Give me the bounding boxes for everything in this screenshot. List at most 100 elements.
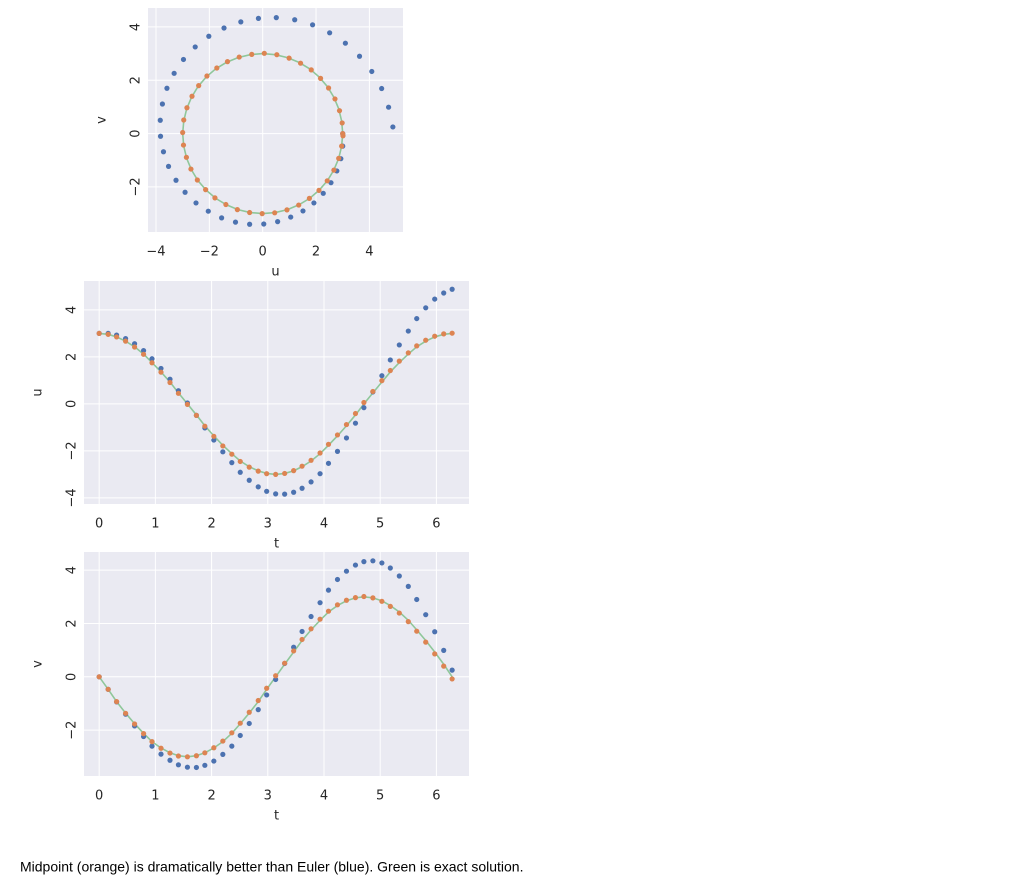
point [423,639,429,645]
point [140,347,147,354]
point [299,485,305,491]
point [180,129,186,136]
y-tick-label: 0 [129,129,144,137]
point [292,17,298,23]
point [334,448,341,454]
point [308,479,314,485]
point [300,208,306,214]
point [432,651,438,657]
x-axis-label: t [274,809,279,824]
point [202,423,208,429]
point [229,730,235,736]
point [282,491,288,497]
point [441,663,447,669]
point [306,195,312,201]
y-axis-label: u [31,388,46,396]
point [255,15,262,21]
point [361,399,367,406]
y-axis-label: v [31,660,46,668]
point [352,595,359,601]
point [193,200,199,206]
point [224,59,231,65]
point [361,559,367,565]
x-tick-label: 3 [264,517,272,532]
point [273,491,279,497]
point [432,333,438,339]
point [160,149,167,155]
point [449,330,455,336]
point [299,628,305,635]
point [158,745,164,751]
point [211,758,217,764]
point [361,405,367,411]
point [441,331,447,337]
point [261,50,267,56]
point [164,85,170,91]
point [299,463,305,469]
point [334,602,341,608]
x-tick-label: −2 [200,245,219,260]
point [264,692,270,698]
point [237,732,243,739]
point [317,75,324,81]
point [340,133,346,139]
point [273,676,279,683]
point [122,710,129,716]
point [264,685,270,691]
point [157,133,164,139]
point [405,619,411,625]
point [284,207,290,213]
point [158,751,164,757]
point [432,296,438,302]
point [247,221,253,227]
point [184,754,191,760]
point [291,468,297,474]
point [308,457,314,463]
point [414,596,420,603]
point [105,686,111,692]
point [184,764,191,770]
point [247,209,253,216]
point [291,644,297,650]
point [387,565,393,571]
point [291,648,297,654]
point [193,764,200,771]
point [441,290,447,296]
point [113,334,120,340]
point [414,628,420,634]
point [214,65,220,71]
point [327,30,333,36]
point [149,743,155,749]
point [273,673,279,679]
point [387,603,393,610]
point [385,104,392,110]
y-tick-label: 4 [65,306,80,314]
point [343,421,350,428]
point [188,166,194,172]
point [311,200,317,206]
x-tick-label: 5 [376,517,384,532]
point [309,22,316,28]
point [334,576,341,583]
point [246,464,252,470]
point [131,721,138,727]
point [180,142,187,148]
plot-area [148,8,403,232]
point [299,636,305,643]
y-tick-label: 0 [65,400,80,408]
point [206,33,212,39]
point [236,54,242,60]
point [325,460,332,466]
point [317,450,323,456]
point [246,709,252,715]
x-tick-label: −4 [146,245,165,260]
point [220,443,226,449]
point [167,750,173,756]
point [221,25,227,31]
point [171,70,177,76]
x-tick-label: 4 [365,245,373,260]
point [273,471,279,477]
point [405,350,411,356]
